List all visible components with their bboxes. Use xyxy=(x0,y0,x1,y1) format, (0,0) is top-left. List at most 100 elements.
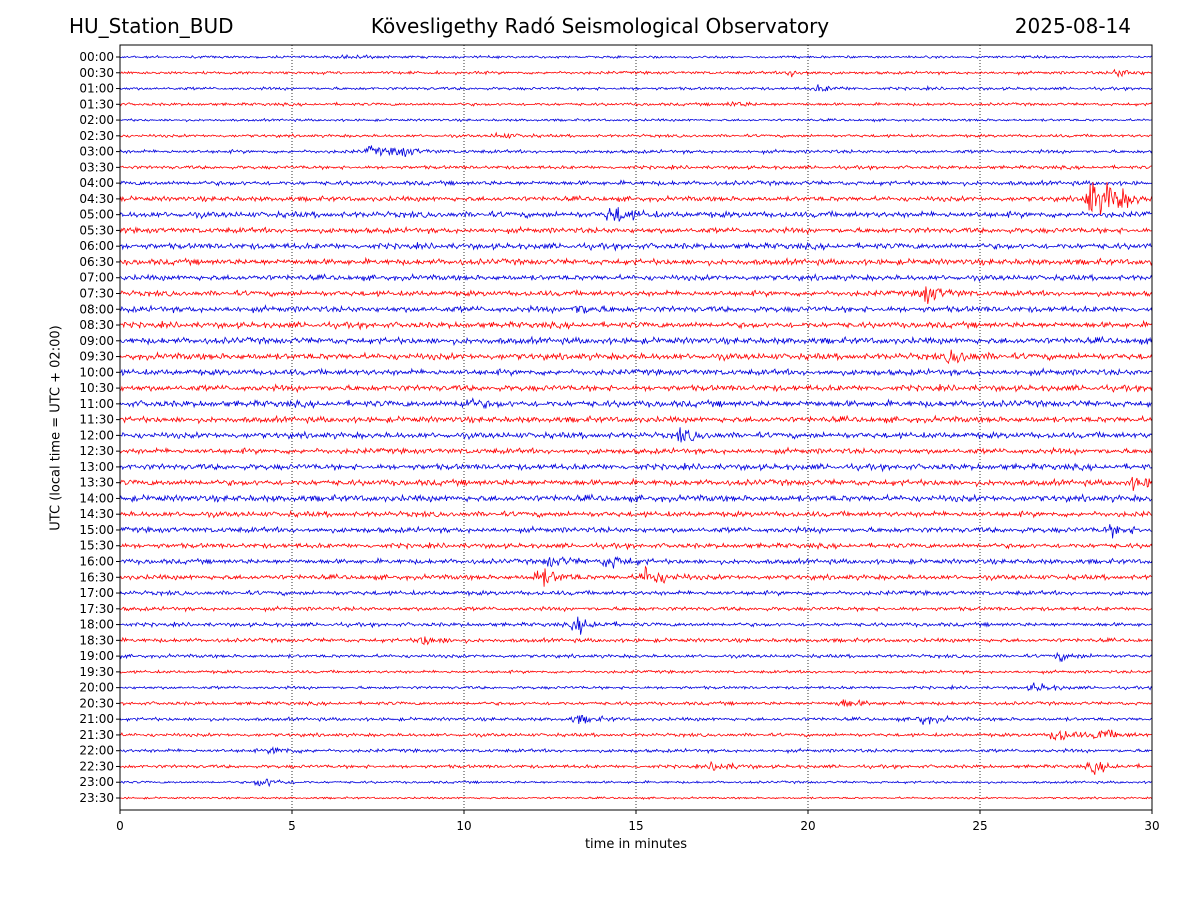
trace-0200 xyxy=(120,117,1152,123)
y-tick-label: 16:30 xyxy=(79,570,114,584)
y-tick-label: 18:30 xyxy=(79,633,114,647)
trace-0630 xyxy=(120,256,1152,267)
observatory-title: Kövesligethy Radó Seismological Observat… xyxy=(370,14,830,38)
trace-1730 xyxy=(120,605,1152,613)
y-tick-label: 11:30 xyxy=(79,413,114,427)
x-tick-label: 0 xyxy=(116,819,124,833)
trace-2030 xyxy=(120,699,1152,708)
y-tick-label: 04:00 xyxy=(79,176,114,190)
trace-1430 xyxy=(120,509,1152,519)
y-tick-label: 12:00 xyxy=(79,428,114,442)
y-tick-label: 08:30 xyxy=(79,318,114,332)
y-tick-label: 05:30 xyxy=(79,223,114,237)
trace-1530 xyxy=(120,541,1152,551)
y-tick-label: 21:30 xyxy=(79,728,114,742)
y-tick-label: 00:30 xyxy=(79,66,114,80)
x-tick-label: 20 xyxy=(800,819,815,833)
y-tick-label: 17:30 xyxy=(79,602,114,616)
x-axis-label: time in minutes xyxy=(584,837,688,852)
trace-1130 xyxy=(120,414,1152,425)
y-tick-label: 10:30 xyxy=(79,381,114,395)
y-tick-label: 15:00 xyxy=(79,523,114,537)
y-tick-label: 19:00 xyxy=(79,649,114,663)
y-tick-label: 00:00 xyxy=(79,50,114,64)
y-tick-label: 02:30 xyxy=(79,129,114,143)
trace-1030 xyxy=(120,383,1152,394)
trace-0230 xyxy=(120,131,1152,139)
trace-0530 xyxy=(120,225,1152,236)
y-tick-label: 20:00 xyxy=(79,681,114,695)
y-tick-label: 01:00 xyxy=(79,82,114,96)
x-tick-label: 5 xyxy=(288,819,296,833)
y-tick-label: 07:30 xyxy=(79,286,114,300)
y-tick-label: 01:30 xyxy=(79,97,114,111)
trace-1800 xyxy=(120,616,1152,635)
trace-1330 xyxy=(120,476,1152,491)
trace-1600 xyxy=(120,556,1152,569)
y-axis-label: UTC (local time = UTC + 02:00) xyxy=(48,325,64,531)
trace-1200 xyxy=(120,427,1152,443)
y-tick-label: 12:30 xyxy=(79,444,114,458)
trace-0800 xyxy=(120,304,1152,315)
trace-0830 xyxy=(120,319,1152,331)
trace-1000 xyxy=(120,367,1152,377)
y-tick-label: 10:00 xyxy=(79,365,114,379)
y-tick-label: 08:00 xyxy=(79,302,114,316)
x-tick-label: 10 xyxy=(456,819,471,833)
y-tick-label: 23:00 xyxy=(79,775,114,789)
trace-1900 xyxy=(120,651,1152,663)
trace-1100 xyxy=(120,397,1152,410)
y-tick-label: 03:30 xyxy=(79,160,114,174)
trace-0000 xyxy=(120,53,1152,60)
y-tick-label: 05:00 xyxy=(79,208,114,222)
station-title: HU_Station_BUD xyxy=(69,14,234,38)
y-tick-label: 20:30 xyxy=(79,696,114,710)
x-tick-label: 25 xyxy=(972,819,987,833)
y-tick-label: 15:30 xyxy=(79,539,114,553)
y-tick-label: 03:00 xyxy=(79,145,114,159)
trace-1630 xyxy=(120,565,1152,587)
y-tick-label: 22:00 xyxy=(79,744,114,758)
y-tick-label: 13:00 xyxy=(79,460,114,474)
trace-0930 xyxy=(120,349,1152,365)
y-tick-label: 22:30 xyxy=(79,759,114,773)
y-tick-label: 09:00 xyxy=(79,334,114,348)
trace-0130 xyxy=(120,101,1152,107)
y-tick-label: 23:30 xyxy=(79,791,114,805)
trace-0330 xyxy=(120,164,1152,171)
date-title: 2025-08-14 xyxy=(1014,14,1131,38)
trace-2200 xyxy=(120,746,1152,755)
trace-1830 xyxy=(120,636,1152,646)
y-tick-label: 16:00 xyxy=(79,555,114,569)
trace-0900 xyxy=(120,335,1152,346)
trace-1930 xyxy=(120,669,1152,675)
trace-2100 xyxy=(120,714,1152,725)
trace-0600 xyxy=(120,241,1152,252)
y-tick-label: 04:30 xyxy=(79,192,114,206)
trace-0730 xyxy=(120,286,1152,304)
y-tick-label: 14:00 xyxy=(79,491,114,505)
x-tick-label: 15 xyxy=(628,819,643,833)
y-tick-label: 13:30 xyxy=(79,476,114,490)
trace-1700 xyxy=(120,589,1152,597)
trace-2330 xyxy=(120,796,1152,800)
y-tick-label: 06:30 xyxy=(79,255,114,269)
trace-0300 xyxy=(120,145,1152,158)
y-tick-label: 17:00 xyxy=(79,586,114,600)
trace-1500 xyxy=(120,524,1152,539)
y-tick-label: 02:00 xyxy=(79,113,114,127)
y-tick-label: 18:00 xyxy=(79,618,114,632)
trace-0700 xyxy=(120,273,1152,282)
y-tick-label: 19:30 xyxy=(79,665,114,679)
trace-1230 xyxy=(120,446,1152,456)
y-tick-label: 21:00 xyxy=(79,712,114,726)
trace-2230 xyxy=(120,760,1152,775)
trace-0500 xyxy=(120,207,1152,222)
traces-group xyxy=(120,53,1152,800)
trace-1300 xyxy=(120,462,1152,473)
trace-1400 xyxy=(120,493,1152,503)
trace-2300 xyxy=(120,778,1152,788)
y-tick-label: 06:00 xyxy=(79,239,114,253)
plot-frame xyxy=(119,44,1153,811)
